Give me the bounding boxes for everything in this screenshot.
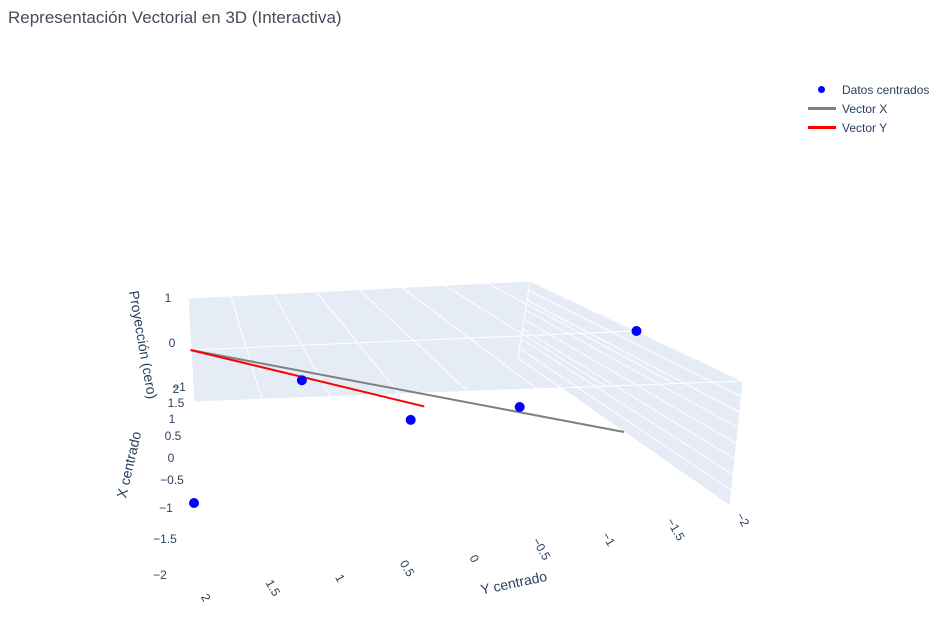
data-point (514, 402, 525, 412)
tick-label-z: 1 (165, 291, 172, 305)
gridline-z (187, 280, 531, 299)
axis-title-z: Proyección (cero) (126, 289, 161, 400)
tick-label-x: −1.5 (153, 532, 177, 546)
legend-line-icon (806, 123, 838, 133)
tick-label-y: 1 (332, 572, 348, 585)
tick-label-y: 1.5 (263, 577, 284, 599)
legend-label: Vector Y (842, 120, 888, 135)
series-line-vector-x (190, 349, 625, 433)
tick-label-y: 2 (198, 591, 214, 604)
gridline-y (528, 290, 742, 398)
tick-label-x: 0 (168, 451, 175, 465)
tick-label-y: 0 (466, 552, 482, 565)
tick-label-x: 0.5 (165, 429, 182, 443)
gridline-y (526, 299, 740, 413)
legend-item-vector-x[interactable]: Vector X (806, 99, 929, 118)
gridline-y (519, 347, 732, 491)
tick-label-y: −1 (599, 530, 618, 549)
legend-marker-icon (806, 85, 838, 95)
tick-label-z: 0 (169, 336, 176, 350)
tick-label-y: −0.5 (529, 535, 553, 563)
legend-label: Datos centrados (842, 82, 930, 97)
tick-label-x: −2 (153, 568, 167, 582)
data-point (296, 375, 307, 386)
tick-label-x: 1 (169, 412, 176, 426)
chart-title: Representación Vectorial en 3D (Interact… (8, 8, 342, 27)
data-point (631, 326, 642, 336)
data-point (405, 414, 416, 425)
tick-label-x: −1 (159, 501, 173, 515)
tick-label-y: −1.5 (664, 516, 688, 544)
back-wall-y (517, 280, 744, 507)
legend-label: Vector X (842, 101, 888, 116)
axis-title-x: X centrado (113, 430, 144, 500)
gridline-z-side (187, 297, 196, 423)
gridline-z (190, 330, 637, 351)
gridline-y (522, 328, 736, 460)
legend-item-datos-centrados[interactable]: Datos centrados (806, 80, 929, 99)
legend-item-vector-y[interactable]: Vector Y (806, 118, 929, 137)
gridline-y (523, 319, 737, 444)
gridline-z-side (190, 349, 195, 504)
axis-title-y: Y centrado (479, 568, 549, 598)
data-point (189, 498, 199, 508)
tick-label-x: 2 (173, 382, 180, 396)
gridline-y (520, 338, 734, 476)
gridline-y (525, 309, 739, 429)
tick-label-y: 0.5 (397, 558, 418, 580)
tick-label-y: −2 (733, 510, 752, 529)
tick-label-z: −1 (172, 380, 186, 394)
series-line-vector-y (190, 349, 425, 408)
gridline-z (192, 380, 744, 403)
legend: Datos centrados Vector X Vector Y (806, 80, 929, 137)
tick-label-x: 1.5 (168, 396, 185, 410)
legend-line-icon (806, 104, 838, 114)
tick-label-x: −0.5 (160, 473, 184, 487)
